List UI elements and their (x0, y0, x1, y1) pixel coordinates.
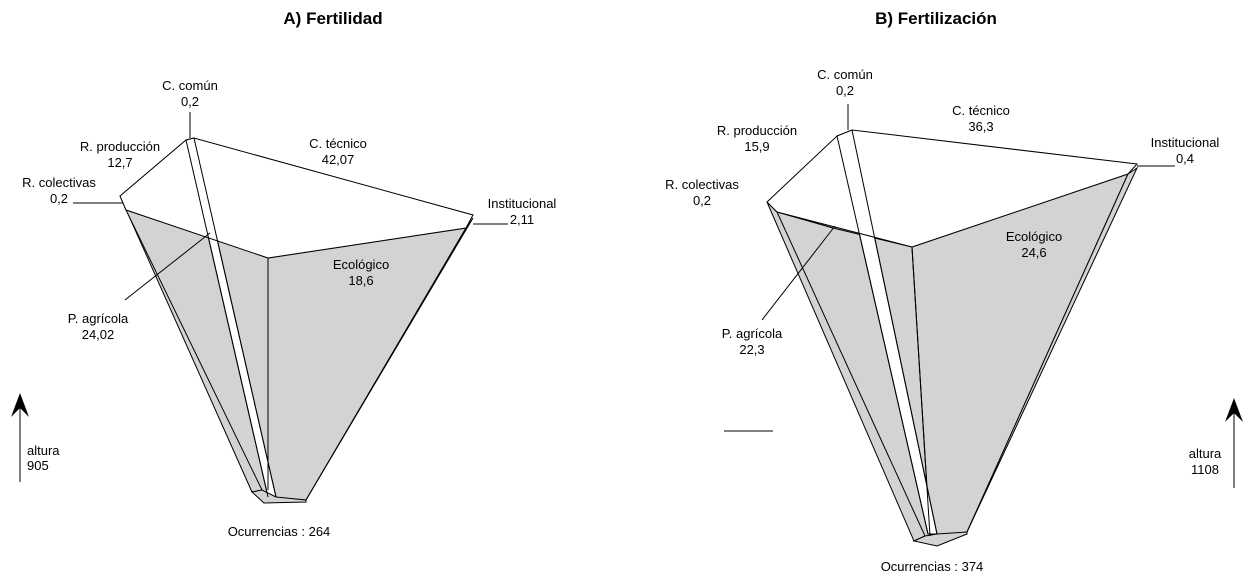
occurrences-label: Ocurrencias : 374 (881, 559, 984, 574)
node-value-r-colectivas: 0,2 (50, 191, 68, 206)
height-value: 1108 (1191, 462, 1219, 477)
node-name-c-tecnico: C. técnico (309, 136, 367, 151)
diagram-title: A) Fertilidad (283, 9, 382, 28)
pyramid-face-front (125, 209, 269, 499)
height-label: altura (1189, 446, 1222, 461)
diagram-fertilidad: A) Fertilidad C. común 0,2 R. producción… (11, 9, 556, 539)
pyramid-edge (911, 246, 931, 537)
node-name-ecologico: Ecológico (1006, 229, 1062, 244)
pyramid-edge (836, 135, 929, 535)
node-name-p-agricola: P. agrícola (68, 311, 129, 326)
node-value-institucional: 0,4 (1176, 151, 1194, 166)
node-value-p-agricola: 22,3 (739, 342, 764, 357)
node-value-c-tecnico: 36,3 (968, 119, 993, 134)
node-name-c-comun: C. común (162, 78, 218, 93)
node-name-institucional: Institucional (1151, 135, 1220, 150)
occurrences-label: Ocurrencias : 264 (228, 524, 331, 539)
node-value-c-comun: 0,2 (836, 83, 854, 98)
diagram-fertilizacion: B) Fertilización C. común 0,2 R. producc… (665, 9, 1243, 574)
leader-line (761, 225, 836, 321)
pyramid-face-right-edge (966, 166, 1139, 533)
diagram-title: B) Fertilización (875, 9, 997, 28)
node-name-c-tecnico: C. técnico (952, 103, 1010, 118)
height-value: 905 (27, 458, 49, 473)
node-name-r-colectivas: R. colectivas (22, 175, 96, 190)
node-value-c-comun: 0,2 (181, 94, 199, 109)
node-value-r-produccion: 12,7 (107, 155, 132, 170)
pyramid-edge (193, 137, 277, 498)
pyramid-top-face (119, 137, 474, 259)
pyramid-face-right-edge (305, 217, 474, 501)
node-name-r-colectivas: R. colectivas (665, 177, 739, 192)
pyramid-top-face (766, 129, 1139, 248)
pyramid-edge (851, 129, 938, 535)
node-name-r-produccion: R. producción (717, 123, 797, 138)
node-name-r-produccion: R. producción (80, 139, 160, 154)
node-value-ecologico: 18,6 (348, 273, 373, 288)
pyramid-base (250, 489, 307, 504)
node-value-ecologico: 24,6 (1021, 245, 1046, 260)
pyramid-face-front (776, 211, 931, 537)
height-label: altura (27, 443, 60, 458)
node-value-r-produccion: 15,9 (744, 139, 769, 154)
node-value-r-colectivas: 0,2 (693, 193, 711, 208)
leader-line (124, 232, 211, 301)
node-name-institucional: Institucional (488, 196, 557, 211)
node-name-c-comun: C. común (817, 67, 873, 82)
node-value-c-tecnico: 42,07 (322, 152, 355, 167)
node-value-p-agricola: 24,02 (82, 327, 115, 342)
up-arrow-icon (1225, 398, 1243, 422)
pyramid-edge (185, 139, 269, 498)
node-value-institucional: 2,11 (510, 212, 534, 227)
pyramid-base (912, 531, 968, 547)
node-name-ecologico: Ecológico (333, 257, 389, 272)
up-arrow-icon (11, 393, 29, 417)
node-name-p-agricola: P. agrícola (722, 326, 783, 341)
